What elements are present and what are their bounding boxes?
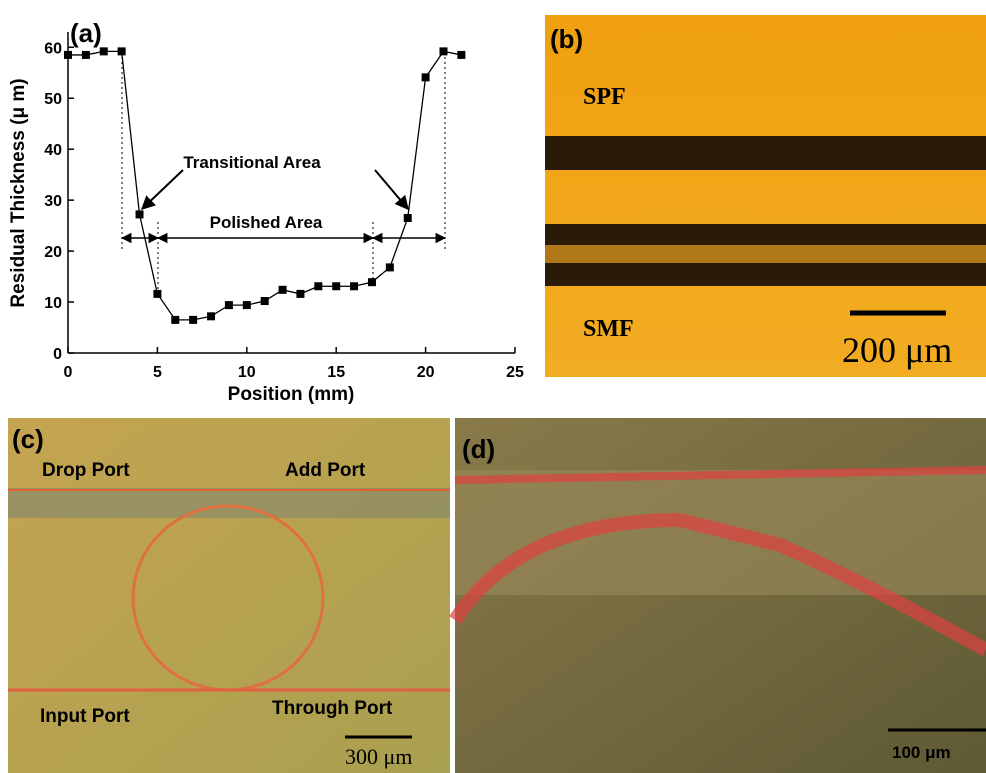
y-tick-label: 10 [44, 295, 62, 312]
x-tick-label: 15 [327, 364, 345, 381]
y-tick-label: 0 [53, 346, 62, 363]
x-tick-label: 10 [238, 364, 256, 381]
marker [100, 47, 108, 55]
marker [332, 282, 340, 290]
marker [296, 290, 304, 298]
fiber-gap [545, 245, 986, 263]
panel-b: (b) SPF SMF 200 μm [545, 15, 986, 377]
marker [153, 290, 161, 298]
panel-d: (d) 100 μm [455, 418, 986, 773]
y-tick-label: 40 [44, 142, 62, 159]
marker [368, 278, 376, 286]
scale-label: 200 μm [842, 330, 952, 370]
marker [422, 73, 430, 81]
y-tick-label: 50 [44, 91, 62, 108]
marker [64, 51, 72, 59]
fiber [545, 136, 986, 170]
x-tick-label: 20 [417, 364, 435, 381]
marker [261, 297, 269, 305]
marker [225, 301, 233, 309]
scale-label: 100 μm [892, 743, 951, 762]
x-tick-label: 0 [64, 364, 73, 381]
annotation: Polished Area [210, 213, 323, 232]
x-axis-label: Position (mm) [228, 384, 355, 405]
marker [314, 282, 322, 290]
label: Input Port [40, 706, 130, 727]
x-tick-label: 25 [506, 364, 524, 381]
panel-label: (b) [550, 24, 583, 54]
series-line [68, 51, 461, 320]
y-axis-label: Residual Thickness (μ m) [8, 78, 29, 307]
panel-label: (a) [70, 18, 102, 48]
scale-label: 300 μm [345, 744, 412, 769]
y-tick-label: 30 [44, 193, 62, 210]
panel-label: (d) [462, 434, 495, 464]
marker [82, 51, 90, 59]
label: Drop Port [42, 460, 130, 481]
marker [386, 263, 394, 271]
marker [457, 51, 465, 59]
panel-c: (c) Drop Port Add Port Input Port Throug… [8, 418, 450, 773]
marker [189, 316, 197, 324]
fiber [8, 488, 450, 518]
arrow [375, 170, 408, 209]
label: SPF [583, 84, 626, 110]
marker [136, 210, 144, 218]
marker [404, 214, 412, 222]
marker [243, 301, 251, 309]
marker [439, 47, 447, 55]
marker [279, 286, 287, 294]
y-tick-label: 60 [44, 40, 62, 57]
label: Add Port [285, 460, 366, 481]
figure: (a) Position (mm) Residual Thickness (μ … [0, 0, 986, 773]
marker [207, 312, 215, 320]
marker [350, 282, 358, 290]
guides [122, 57, 445, 290]
marker [171, 316, 179, 324]
annotation: Transitional Area [183, 153, 321, 172]
label: Through Port [272, 698, 393, 719]
x-tick-label: 5 [153, 364, 162, 381]
y-tick-label: 20 [44, 244, 62, 261]
panel-label: (c) [12, 424, 44, 454]
marker [118, 47, 126, 55]
chart-a: (a) Position (mm) Residual Thickness (μ … [8, 18, 524, 405]
arrow [142, 170, 183, 209]
label: SMF [583, 316, 634, 342]
